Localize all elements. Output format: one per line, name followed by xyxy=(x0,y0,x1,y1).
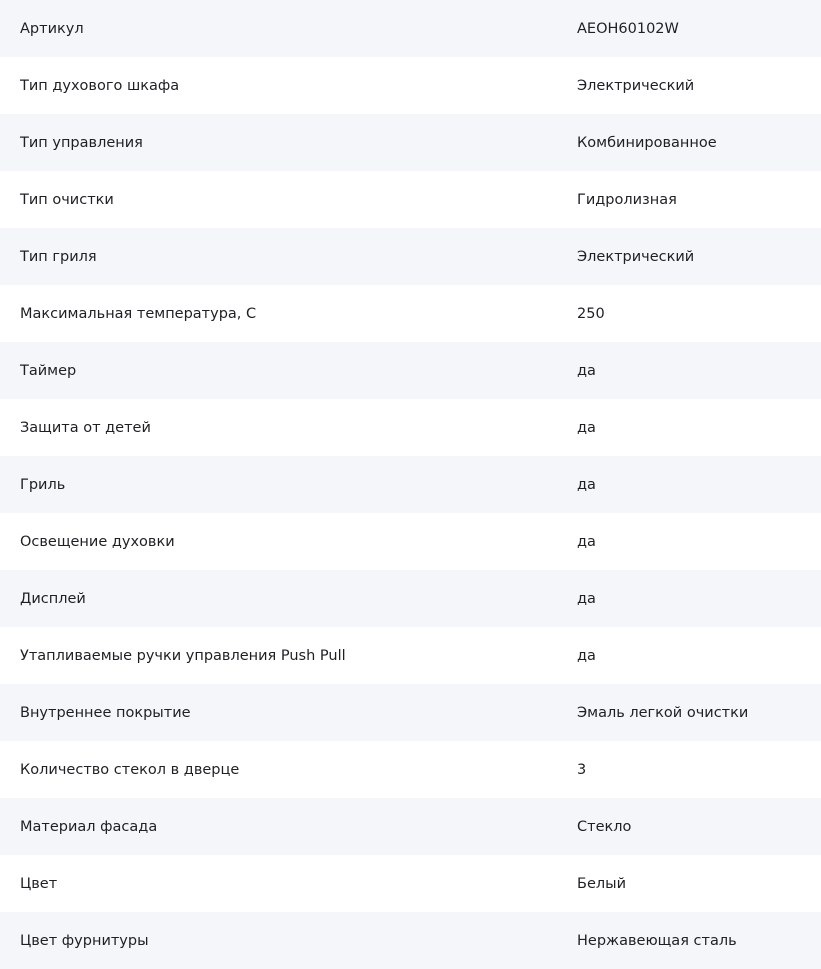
spec-label: Материал фасада xyxy=(20,818,158,835)
spec-label: Цвет xyxy=(20,875,58,892)
spec-row: Количество стекол в дверце 3 xyxy=(0,741,821,798)
spec-row: Дисплей да xyxy=(0,570,821,627)
spec-row: Таймер да xyxy=(0,342,821,399)
spec-row: Защита от детей да xyxy=(0,399,821,456)
spec-label: Количество стекол в дверце xyxy=(20,761,240,778)
spec-row: Освещение духовки да xyxy=(0,513,821,570)
spec-value: да xyxy=(577,362,596,379)
spec-row: Гриль да xyxy=(0,456,821,513)
spec-value: да xyxy=(577,647,596,664)
spec-value: Белый xyxy=(577,875,627,892)
spec-label: Освещение духовки xyxy=(20,533,175,550)
spec-label: Таймер xyxy=(20,362,77,379)
spec-value: Электрический xyxy=(577,77,695,94)
spec-value: Нержавеющая сталь xyxy=(577,932,737,949)
spec-value: да xyxy=(577,590,596,607)
spec-row: Цвет Белый xyxy=(0,855,821,912)
spec-label: Внутреннее покрытие xyxy=(20,704,191,721)
spec-row: Внутреннее покрытие Эмаль легкой очистки xyxy=(0,684,821,741)
spec-label: Тип духового шкафа xyxy=(20,77,180,94)
spec-row: Цвет фурнитуры Нержавеющая сталь xyxy=(0,912,821,969)
spec-label: Дисплей xyxy=(20,590,86,607)
spec-value: да xyxy=(577,533,596,550)
spec-value: Стекло xyxy=(577,818,632,835)
spec-value: Электрический xyxy=(577,248,695,265)
spec-value: 250 xyxy=(577,305,605,322)
spec-row: Материал фасада Стекло xyxy=(0,798,821,855)
spec-label: Тип гриля xyxy=(20,248,97,265)
spec-label: Максимальная температура, С xyxy=(20,305,257,322)
spec-row: Максимальная температура, С 250 xyxy=(0,285,821,342)
spec-row: Тип управления Комбинированное xyxy=(0,114,821,171)
spec-label: Утапливаемые ручки управления Push Pull xyxy=(20,647,346,664)
spec-row: Тип гриля Электрический xyxy=(0,228,821,285)
spec-label: Тип очистки xyxy=(20,191,114,208)
spec-value: да xyxy=(577,419,596,436)
spec-value: AEOH60102W xyxy=(577,20,679,37)
spec-row: Тип духового шкафа Электрический xyxy=(0,57,821,114)
spec-value: Гидролизная xyxy=(577,191,677,208)
spec-value: 3 xyxy=(577,761,587,778)
spec-value: да xyxy=(577,476,596,493)
spec-label: Тип управления xyxy=(20,134,143,151)
spec-value: Эмаль легкой очистки xyxy=(577,704,749,721)
spec-row: Артикул AEOH60102W xyxy=(0,0,821,57)
spec-row: Утапливаемые ручки управления Push Pull д… xyxy=(0,627,821,684)
spec-label: Артикул xyxy=(20,20,84,37)
spec-value: Комбинированное xyxy=(577,134,717,151)
spec-row: Тип очистки Гидролизная xyxy=(0,171,821,228)
spec-label: Цвет фурнитуры xyxy=(20,932,149,949)
spec-label: Гриль xyxy=(20,476,66,493)
spec-label: Защита от детей xyxy=(20,419,151,436)
